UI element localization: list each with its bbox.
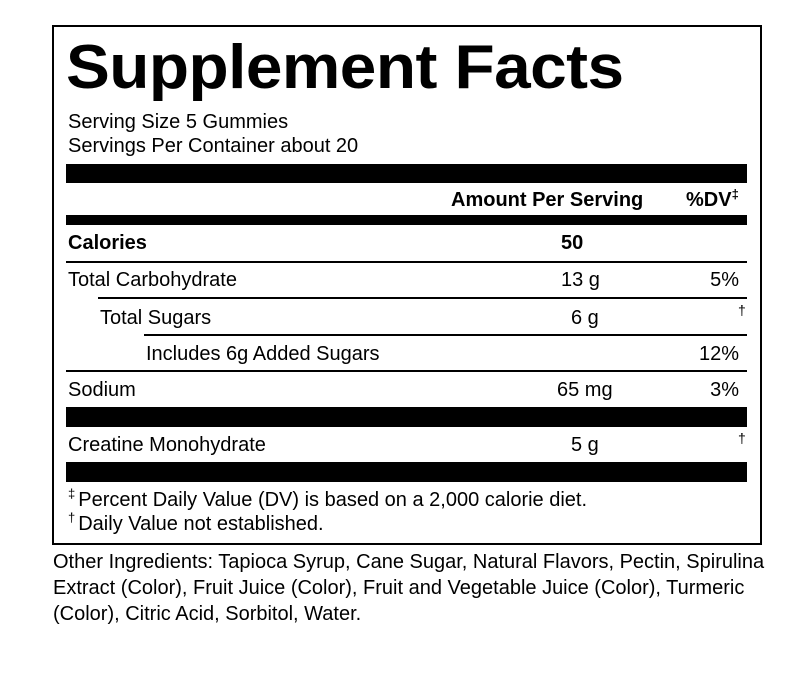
header-percent-dv: %DV‡ (686, 186, 739, 211)
row-sodium-name: Sodium (68, 379, 136, 401)
row-divider (144, 334, 747, 336)
thick-divider-middle (66, 407, 747, 427)
row-calories-amount: 50 (561, 232, 584, 254)
serving-size: Serving Size 5 Gummies (68, 111, 289, 133)
medium-divider (66, 215, 747, 225)
row-total-carbohydrate-name: Total Carbohydrate (68, 269, 237, 291)
supplement-facts-panel (52, 25, 762, 545)
row-total-carbohydrate-amount: 13 g (561, 269, 600, 291)
row-added-sugars-dv: 12% (698, 343, 739, 365)
thick-divider-bottom (66, 462, 747, 482)
row-total-sugars-amount: 6 g (571, 307, 599, 329)
row-sodium-dv: 3% (710, 379, 739, 401)
row-total-sugars-name: Total Sugars (100, 307, 212, 329)
other-ingredients: Other Ingredients: Tapioca Syrup, Cane S… (53, 551, 765, 625)
header-amount-per-serving: Amount Per Serving (451, 189, 644, 211)
row-creatine-dv-mark: † (738, 430, 746, 446)
thick-divider-top (66, 164, 747, 183)
row-sodium-amount: 65 mg (557, 379, 613, 401)
row-creatine-amount: 5 g (571, 434, 599, 456)
row-total-carbohydrate-dv: 5% (710, 269, 739, 291)
footnote-dv-not-established: † Daily Value not established. (68, 510, 324, 535)
row-calories-name: Calories (68, 232, 147, 254)
footnote-dv-basis: ‡ Percent Daily Value (DV) is based on a … (68, 486, 588, 511)
row-divider (66, 261, 747, 263)
row-total-sugars-dv-mark: † (738, 302, 746, 318)
servings-per-container: Servings Per Container about 20 (68, 135, 359, 157)
row-creatine-name: Creatine Monohydrate (68, 434, 266, 456)
panel-title: Supplement Facts (66, 33, 624, 102)
row-divider (98, 297, 747, 299)
row-added-sugars-name: Includes 6g Added Sugars (146, 343, 380, 365)
row-divider (66, 370, 747, 372)
